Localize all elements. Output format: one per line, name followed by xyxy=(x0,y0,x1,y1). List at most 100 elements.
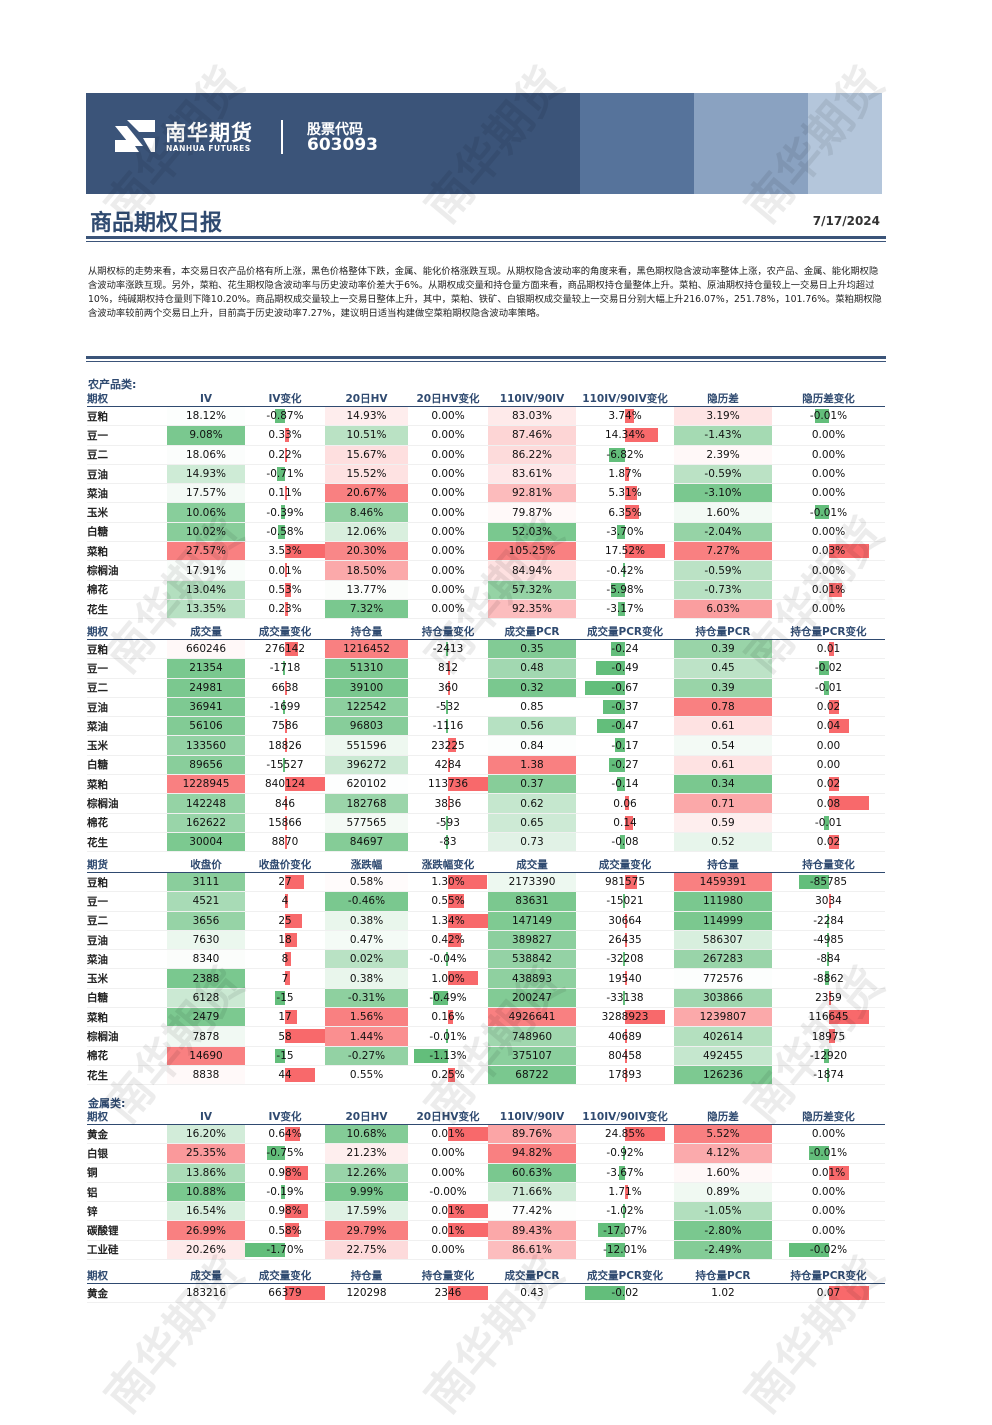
stock-code-label: 股票代码 xyxy=(307,122,363,138)
cell-value: 10.51% xyxy=(346,429,387,442)
cell-value: 3656 xyxy=(192,914,220,927)
positive-data-bar xyxy=(448,894,465,909)
table-cell: 0.32 xyxy=(488,678,576,698)
negative-data-bar xyxy=(824,1048,829,1063)
table-cell: 96803 xyxy=(325,716,408,737)
table-cell: 0.00% xyxy=(408,1240,488,1261)
cell-value: -3.70% xyxy=(606,525,644,538)
positive-data-bar xyxy=(285,777,325,792)
table-cell: 267283 xyxy=(674,949,772,970)
negative-data-bar xyxy=(278,524,285,539)
negative-data-bar xyxy=(280,505,285,520)
column-header: 隐历差 xyxy=(674,391,772,407)
cell-value: 17 xyxy=(278,1011,292,1024)
cell-value: 36941 xyxy=(189,701,223,714)
cell-value: 40689 xyxy=(608,1030,642,1043)
column-header: 持仓量PCR xyxy=(674,624,772,640)
positive-data-bar xyxy=(448,1127,488,1141)
cell-value: 1.38 xyxy=(520,758,544,771)
positive-data-bar xyxy=(828,1010,869,1025)
cell-value: 1.02 xyxy=(711,1287,735,1300)
table-cell: 0.00% xyxy=(408,1163,488,1183)
table-cell: 772576 xyxy=(674,968,772,989)
row-label: 黄金 xyxy=(87,1283,167,1304)
cell-value: 18.06% xyxy=(185,448,227,461)
negative-data-bar xyxy=(818,661,829,676)
cell-value: 86.61% xyxy=(511,1243,553,1256)
table-cell: 0.01 xyxy=(772,639,885,660)
positive-data-bar xyxy=(448,680,450,695)
table-cell: 0.06 xyxy=(576,793,674,814)
cell-value: 77.42% xyxy=(511,1205,553,1218)
table-cell: 1.30% xyxy=(408,872,488,893)
table-cell: -0.31% xyxy=(325,988,408,1009)
table-cell: 1459391 xyxy=(674,872,772,893)
table-cell: 56106 xyxy=(167,716,245,737)
cell-value: 0.02 xyxy=(816,778,841,791)
cell-value: 0.52 xyxy=(711,836,735,849)
table-cell: 551596 xyxy=(325,735,408,756)
positive-data-bar xyxy=(285,642,299,656)
row-label: 白糖 xyxy=(87,522,167,543)
agri-futures-table: 期货 收盘价 收盘价变化 涨跌幅 涨跌幅变化 成交量 成交量变化 持仓量 持仓量变化 豆粕 3111… xyxy=(87,857,885,1086)
table-cell: 3.19% xyxy=(674,406,772,427)
table-row: 豆油 14.93% -0.71% 15.52% 0.00% 83.61% 1.87% -0.5… xyxy=(87,464,885,485)
table-cell: -85785 xyxy=(772,872,885,893)
table-cell: 0.52 xyxy=(674,832,772,853)
cell-value: 8.46% xyxy=(349,506,384,519)
cell-value: 57.32% xyxy=(511,583,553,596)
cell-value: 4521 xyxy=(192,895,220,908)
table-cell: -1116 xyxy=(408,716,488,737)
header-band-3 xyxy=(808,93,882,194)
cell-value: 0.58% xyxy=(349,876,384,889)
cell-value: 142248 xyxy=(185,797,227,810)
cell-value: 0.00% xyxy=(431,487,465,500)
cell-value: 660246 xyxy=(185,643,227,656)
negative-data-bar xyxy=(446,815,448,830)
table-cell: 25.35% xyxy=(167,1143,245,1164)
cell-value: -0.02 xyxy=(611,1287,639,1300)
cell-value: 114999 xyxy=(702,914,744,927)
table-cell: 0.00% xyxy=(408,464,488,485)
table-cell: 0.61 xyxy=(674,716,772,737)
table-cell: 18.50% xyxy=(325,560,408,581)
table-cell: 0.73 xyxy=(488,832,576,853)
table-cell: 5.52% xyxy=(674,1124,772,1145)
table-row: 黄金 183216 66379 120298 2346 0.43 -0.02 1.02 0.07 xyxy=(87,1283,885,1304)
positive-data-bar xyxy=(285,1223,299,1238)
cell-value: 22.75% xyxy=(346,1243,387,1256)
table-cell: -0.42% xyxy=(576,560,674,581)
cell-value: -2.49% xyxy=(704,1243,742,1256)
column-header: 110IV/90IV xyxy=(488,391,576,407)
row-label: 豆一 xyxy=(87,891,167,912)
table-cell: 0.33% xyxy=(245,425,325,446)
cell-value: -0.47 xyxy=(611,720,639,733)
table-cell: -17.07% xyxy=(576,1220,674,1241)
column-header: IV变化 xyxy=(245,391,325,407)
cell-value: 0.02 xyxy=(816,701,841,714)
table-cell: 6.03% xyxy=(674,599,772,620)
cell-value: 1.00% xyxy=(431,972,465,985)
cell-value: 58 xyxy=(278,1030,292,1043)
cell-value: 26.99% xyxy=(185,1224,227,1237)
table-cell: -15021 xyxy=(576,891,674,912)
table-cell: 10.68% xyxy=(325,1124,408,1145)
cell-value: 7878 xyxy=(192,1030,220,1043)
cell-value: 122542 xyxy=(346,701,387,714)
cell-value: 812 xyxy=(437,662,459,675)
table-row: 铜 13.86% 0.98% 12.26% 0.00% 60.63% -3.67% 1.60%… xyxy=(87,1163,885,1183)
table-cell: 14.93% xyxy=(325,406,408,427)
table-cell: 0.00% xyxy=(408,599,488,620)
cell-value: 981575 xyxy=(604,876,646,889)
table-cell: -0.49% xyxy=(408,988,488,1009)
cell-value: -0.17 xyxy=(611,739,639,752)
negative-data-bar xyxy=(446,834,448,849)
column-header: 持仓量 xyxy=(674,857,772,873)
table-row: 豆二 3656 25 0.38% 1.34% 147149 30664 114999 -2284 xyxy=(87,911,885,931)
cell-value: 4926641 xyxy=(508,1011,556,1024)
table-cell: 0.98% xyxy=(245,1163,325,1183)
cell-value: 1.60% xyxy=(706,1166,740,1179)
positive-data-bar xyxy=(285,796,287,811)
cell-value: -0.39% xyxy=(266,506,304,519)
positive-data-bar xyxy=(448,971,478,986)
